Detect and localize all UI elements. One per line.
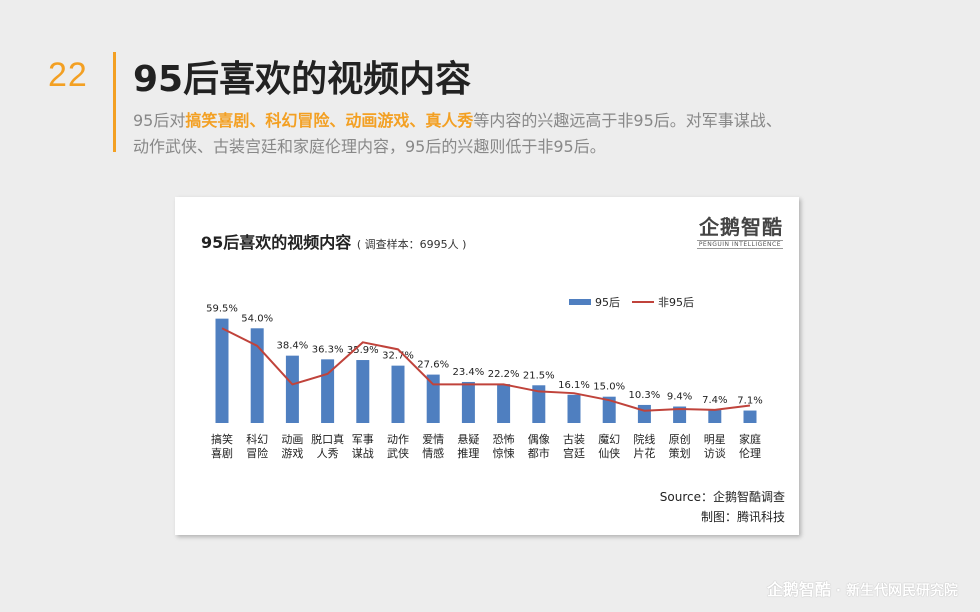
bar-value-label: 38.4% <box>277 341 309 352</box>
bar-95-5 <box>391 365 405 423</box>
category-label: 惊悚 <box>493 446 515 460</box>
category-label: 情感 <box>422 447 444 460</box>
bar-95-6 <box>426 374 440 423</box>
chart-title: 95后喜欢的视频内容 ( 调查样本：6995人 ) <box>201 229 466 253</box>
legend-bar-swatch <box>569 299 591 305</box>
chart-title-text: 95后喜欢的视频内容 <box>201 233 352 252</box>
category-label: 院线 <box>633 432 655 446</box>
category-label: 推理 <box>457 446 479 460</box>
bar-95-0 <box>215 318 229 423</box>
category-label: 科幻 <box>246 432 268 446</box>
legend-item-95: 95后 <box>569 294 620 310</box>
legend-item-non95: 非95后 <box>632 294 694 310</box>
bar-value-label: 36.3% <box>312 344 344 355</box>
bar-value-label: 27.6% <box>417 360 449 371</box>
category-label: 人秀 <box>317 447 339 460</box>
category-label: 武侠 <box>387 447 409 460</box>
category-label: 谋战 <box>352 447 374 460</box>
bar-value-label: 59.5% <box>206 304 238 315</box>
bar-95-15 <box>743 410 757 423</box>
penguin-logo: 企鹅智酷 PENGUIN INTELLIGENCE <box>683 211 783 253</box>
bar-value-label: 10.3% <box>629 390 661 401</box>
bar-value-label: 7.4% <box>702 395 727 406</box>
bar-value-label: 32.7% <box>382 351 414 362</box>
bar-value-label: 35.9% <box>347 345 379 356</box>
category-label: 悬疑 <box>457 433 479 446</box>
desc-prefix: 95后对 <box>133 111 186 130</box>
footer-text: · 新生代网民研究院 <box>835 583 958 599</box>
bar-value-label: 9.4% <box>667 392 692 403</box>
bar-value-label: 22.2% <box>488 369 520 380</box>
logo-subtitle: PENGUIN INTELLIGENCE <box>696 240 783 249</box>
bar-95-7 <box>461 381 475 423</box>
category-label: 魔幻 <box>598 432 620 446</box>
slide-title: 95后喜欢的视频内容 <box>133 59 472 100</box>
category-label: 搞笑 <box>211 432 233 446</box>
footer-logo: 企鹅智酷 <box>766 580 831 599</box>
category-label: 古装 <box>563 433 585 446</box>
bar-95-1 <box>250 328 264 423</box>
category-label: 原创 <box>669 433 691 446</box>
category-label: 爱情 <box>422 433 444 446</box>
legend-label-95: 95后 <box>595 296 620 309</box>
bar-95-2 <box>285 355 299 423</box>
bar-95-4 <box>356 360 370 423</box>
category-label: 访谈 <box>704 447 726 460</box>
category-label: 动作 <box>387 433 409 446</box>
bar-95-13 <box>673 406 687 423</box>
category-label: 策划 <box>669 446 691 460</box>
bar-95-9 <box>532 385 546 423</box>
category-label: 明星 <box>704 433 726 446</box>
category-label: 军事 <box>352 433 374 446</box>
bar-95-12 <box>637 404 651 423</box>
category-label: 脱口真 <box>311 432 344 446</box>
category-label: 喜剧 <box>211 447 233 460</box>
accent-divider <box>113 52 116 152</box>
category-label: 片花 <box>633 447 655 460</box>
page-number: 22 <box>48 56 88 94</box>
category-label: 家庭 <box>739 432 761 446</box>
source-line: Source：企鹅智酷调查 <box>659 490 785 504</box>
legend-label-non95: 非95后 <box>658 296 694 309</box>
desc-line2: 动作武侠、古装宫廷和家庭伦理内容，95后的兴趣则低于非95后。 <box>133 137 606 156</box>
bar-value-label: 15.0% <box>593 382 625 393</box>
legend-line-swatch <box>632 301 654 303</box>
source-note: Source：企鹅智酷调查 制图：腾讯科技 <box>660 487 785 527</box>
category-label: 游戏 <box>281 447 303 460</box>
bar-95-11 <box>602 396 616 423</box>
footer-brand: 企鹅智酷 · 新生代网民研究院 <box>767 576 958 600</box>
category-label: 偶像 <box>528 433 550 446</box>
bar-95-14 <box>708 410 722 423</box>
desc-highlight: 搞笑喜剧、科幻冒险、动画游戏、真人秀 <box>185 111 474 130</box>
category-label: 动画 <box>281 433 303 446</box>
desc-suffix: 等内容的兴趣远高于非95后。对军事谋战、 <box>473 111 782 130</box>
category-label: 仙侠 <box>598 447 620 460</box>
category-label: 伦理 <box>739 446 761 460</box>
bar-95-8 <box>497 384 511 423</box>
bar-value-label: 7.1% <box>737 396 762 407</box>
chart-subtitle: ( 调查样本：6995人 ) <box>356 238 467 251</box>
logo-text: 企鹅智酷 <box>699 215 783 239</box>
chart-card: 59.5% 搞笑 喜剧 54.0% 科幻 冒险 38.4% 动画 游戏 36.3% 脱口真 人秀 35.… <box>175 197 799 535</box>
category-label: 都市 <box>528 446 550 460</box>
category-label: 宫廷 <box>563 446 585 460</box>
bar-value-label: 54.0% <box>241 313 273 324</box>
category-label: 恐怖 <box>493 432 515 446</box>
bar-value-label: 16.1% <box>558 380 590 391</box>
credit-line: 制图：腾讯科技 <box>700 510 785 524</box>
slide-description: 95后对搞笑喜剧、科幻冒险、动画游戏、真人秀等内容的兴趣远高于非95后。对军事谋… <box>133 108 933 160</box>
chart-legend: 95后 非95后 <box>569 294 694 310</box>
bar-value-label: 21.5% <box>523 370 555 381</box>
bar-value-label: 23.4% <box>453 367 485 378</box>
category-label: 冒险 <box>246 446 268 460</box>
series-line-non95 <box>221 327 751 412</box>
bar-95-10 <box>567 394 581 423</box>
